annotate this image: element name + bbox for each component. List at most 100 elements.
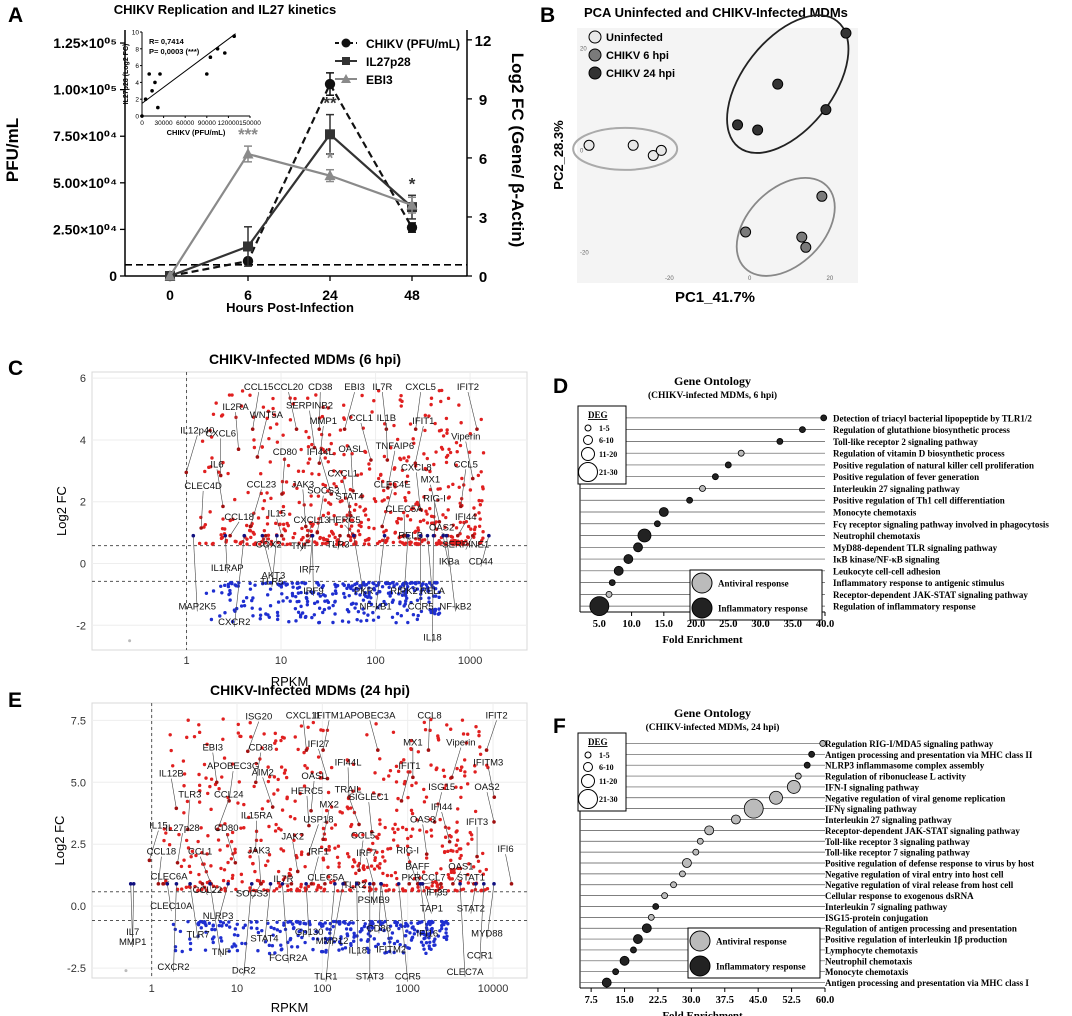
- gene-label-il15ra: IL15RA: [241, 811, 273, 822]
- x-tick-label: 1000: [458, 655, 482, 667]
- pca-point-chikv-24-hpi: [732, 119, 744, 131]
- up-regulated-point: [281, 537, 286, 541]
- down-regulated-point: [339, 936, 343, 941]
- term-bubble-interleukin-27-signaling-pathway: [731, 814, 741, 825]
- up-regulated-point: [299, 724, 304, 728]
- gene-label-nf-kb2: NF-kB2: [439, 601, 471, 612]
- term-bubble-regulation-of-inflammatory-response: [589, 596, 610, 617]
- inset-point: [215, 47, 220, 51]
- inset-point: [232, 34, 236, 38]
- up-regulated-point: [272, 413, 277, 417]
- up-regulated-point: [265, 491, 269, 495]
- up-regulated-point: [333, 846, 337, 850]
- up-regulated-point: [257, 542, 262, 546]
- up-regulated-point: [179, 864, 184, 869]
- up-regulated-point: [334, 484, 338, 489]
- up-regulated-point: [424, 830, 429, 834]
- label-leader-line: [417, 871, 419, 884]
- point-ebi3: [164, 270, 176, 281]
- up-regulated-point: [320, 776, 324, 780]
- gene-label-jak3: JAK3: [291, 479, 314, 490]
- down-regulated-point: [251, 614, 255, 618]
- label-leader-line: [257, 419, 267, 458]
- down-regulated-point: [288, 920, 293, 924]
- down-regulated-point: [367, 600, 372, 604]
- up-regulated-point: [280, 479, 285, 484]
- y-tick-label: 4: [80, 435, 86, 447]
- label-leader-line: [258, 855, 262, 884]
- up-regulated-point: [418, 876, 422, 880]
- term-bubble-positive-regulation-of-natural-killer-cell-proliferation: [724, 461, 732, 469]
- down-regulated-point: [390, 615, 395, 620]
- down-regulated-point: [398, 585, 403, 589]
- up-regulated-point: [429, 834, 434, 838]
- up-regulated-point: [200, 887, 204, 892]
- down-regulated-point: [279, 943, 283, 947]
- up-regulated-point: [398, 456, 402, 461]
- panel-e-volcano-24hpi: CHIKV-Infected MDMs (24 hpi)1 10 100 1000 10…: [52, 682, 528, 1015]
- down-regulated-point: [351, 588, 356, 592]
- up-regulated-point: [325, 728, 330, 732]
- down-regulated-point: [359, 938, 363, 942]
- labeled-gene-point: [289, 882, 294, 886]
- up-regulated-point: [351, 762, 356, 767]
- up-regulated-point: [267, 824, 271, 829]
- term-label: Neutrophil chemotaxis: [825, 956, 913, 966]
- size-legend-label: 6-10: [599, 763, 614, 772]
- up-regulated-point: [441, 434, 446, 438]
- term-bubble-ifn-i-signaling-pathway: [786, 780, 801, 794]
- up-regulated-point: [240, 880, 244, 884]
- up-regulated-point: [320, 541, 325, 546]
- up-regulated-point: [239, 872, 244, 877]
- labeled-gene-point: [431, 533, 436, 538]
- labeled-gene-point: [357, 868, 361, 873]
- up-regulated-point: [372, 526, 376, 531]
- up-regulated-point: [421, 538, 425, 542]
- gene-label-ifi44: IFI44: [455, 512, 477, 523]
- up-regulated-point: [246, 490, 250, 495]
- label-leader-line: [149, 830, 159, 861]
- labeled-gene-point: [492, 882, 496, 886]
- term-bubble-antigen-processing-and-presentation-via-mhc-class-ii: [808, 750, 816, 758]
- x-tick-label: 30.0: [751, 619, 769, 630]
- up-regulated-point: [377, 866, 382, 870]
- down-regulated-point: [444, 937, 449, 942]
- down-regulated-point: [444, 931, 448, 935]
- down-regulated-point: [383, 951, 387, 955]
- up-regulated-point: [439, 541, 443, 545]
- up-regulated-point: [211, 884, 216, 889]
- down-regulated-point: [369, 602, 374, 607]
- up-regulated-point: [302, 542, 307, 546]
- size-legend-title: DEG: [588, 410, 608, 420]
- down-regulated-point: [417, 580, 421, 585]
- up-regulated-point: [369, 887, 373, 891]
- up-regulated-point: [248, 849, 252, 853]
- term-bubble-regulation-of-vitamin-d-biosynthetic-process: [737, 449, 745, 457]
- down-regulated-point: [412, 588, 417, 593]
- labeled-gene-point: [424, 852, 429, 856]
- up-regulated-point: [434, 527, 439, 531]
- up-regulated-point: [321, 447, 325, 452]
- up-regulated-point: [378, 862, 382, 866]
- down-regulated-point: [297, 599, 301, 604]
- up-regulated-point: [451, 849, 455, 853]
- up-regulated-point: [389, 446, 393, 450]
- down-regulated-point: [296, 933, 300, 938]
- up-regulated-point: [395, 521, 400, 525]
- down-regulated-point: [424, 582, 428, 587]
- up-regulated-point: [353, 860, 357, 864]
- up-regulated-point: [389, 873, 394, 878]
- gene-label-mx1: MX1: [421, 475, 441, 486]
- gene-label-siglec1: SIGLEC1: [349, 792, 389, 803]
- up-regulated-point: [367, 847, 371, 852]
- up-regulated-point: [477, 733, 481, 738]
- down-regulated-point: [233, 944, 238, 948]
- x-tick-label: 0: [166, 287, 174, 303]
- up-regulated-point: [477, 524, 482, 528]
- down-regulated-point: [227, 920, 231, 924]
- up-regulated-point: [162, 838, 166, 843]
- up-regulated-point: [274, 747, 279, 752]
- up-regulated-point: [329, 765, 334, 770]
- up-regulated-point: [323, 483, 328, 488]
- up-regulated-point: [354, 502, 358, 507]
